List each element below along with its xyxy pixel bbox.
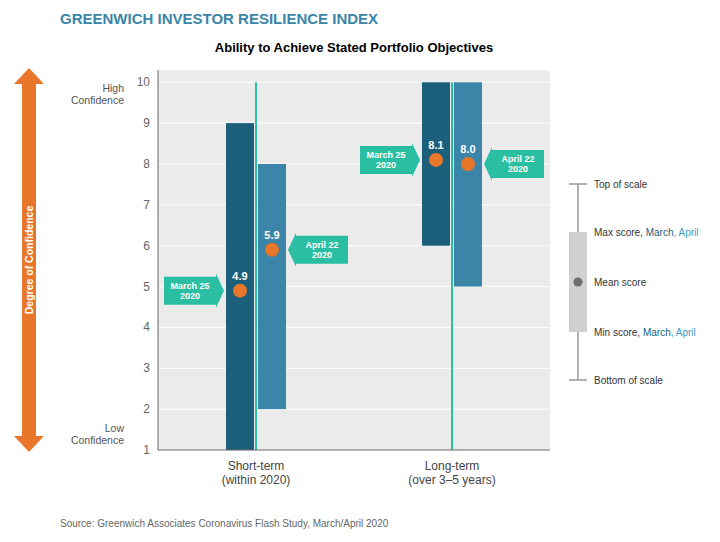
svg-text:Bottom of scale: Bottom of scale	[594, 375, 663, 386]
svg-text:3: 3	[143, 361, 150, 375]
svg-text:10: 10	[137, 75, 151, 89]
svg-text:Min score, March, April: Min score, March, April	[594, 327, 696, 338]
svg-text:8.0: 8.0	[460, 143, 475, 155]
svg-text:1: 1	[143, 443, 150, 457]
svg-text:Top of scale: Top of scale	[594, 179, 648, 190]
svg-text:8.1: 8.1	[428, 139, 443, 151]
svg-text:Mean score: Mean score	[594, 277, 647, 288]
html-text:GREENWICH INVESTOR RESILIENCE: GREENWICH INVESTOR RESILIENCE INDEX	[60, 10, 379, 27]
svg-text:April 222020: April 222020	[305, 240, 338, 260]
svg-text:LowConfidence: LowConfidence	[71, 422, 125, 446]
svg-text:Long-term(over 3–5 years): Long-term(over 3–5 years)	[408, 459, 495, 487]
svg-text:2: 2	[143, 402, 150, 416]
svg-text:March 252020: March 252020	[170, 281, 209, 301]
svg-text:HighConfidence: HighConfidence	[71, 82, 124, 106]
svg-text:5: 5	[143, 280, 150, 294]
svg-text:5.9: 5.9	[264, 229, 279, 241]
svg-text:Max score, March, April: Max score, March, April	[594, 227, 699, 238]
svg-text:4: 4	[143, 320, 150, 334]
svg-text:4.9: 4.9	[232, 270, 247, 282]
svg-text:6: 6	[143, 239, 150, 253]
svg-text:Degree of Confidence: Degree of Confidence	[23, 206, 35, 315]
svg-text:April 222020: April 222020	[501, 154, 534, 174]
svg-text:Short-term(within 2020): Short-term(within 2020)	[222, 459, 291, 487]
svg-text:7: 7	[143, 198, 150, 212]
html-text:Ability to Achieve Stated Port: Ability to Achieve Stated Portfolio Obje…	[214, 40, 494, 55]
svg-text:9: 9	[143, 116, 150, 130]
svg-text:8: 8	[143, 157, 150, 171]
html-text:Source: Greenwich Associates C: Source: Greenwich Associates Coronavirus…	[60, 518, 389, 529]
svg-text:March 252020: March 252020	[366, 150, 405, 170]
